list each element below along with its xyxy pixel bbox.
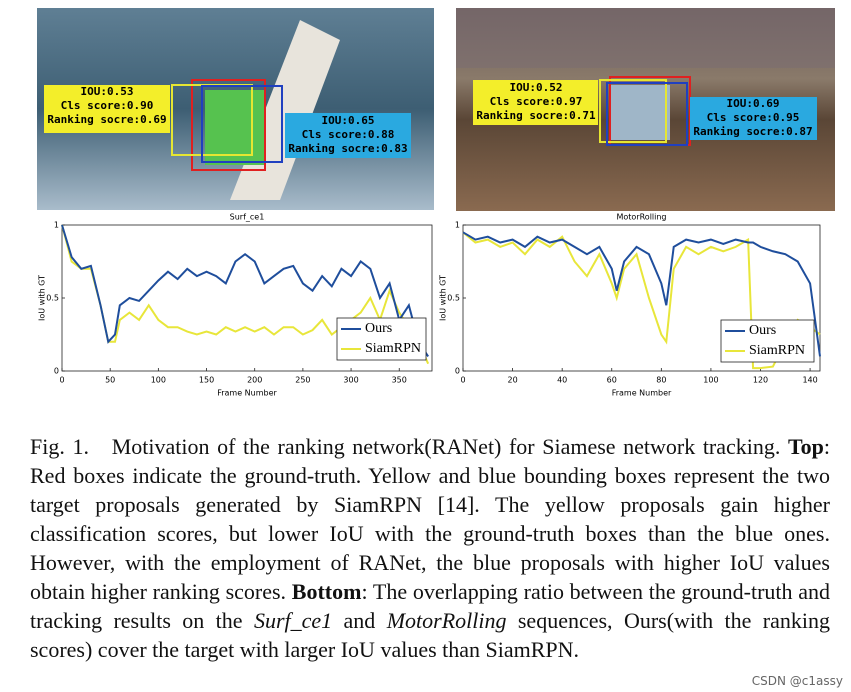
watermark: CSDN @c1assy [751, 674, 843, 688]
x-tick-label: 300 [343, 376, 358, 385]
x-axis-label: Frame Number [217, 389, 277, 398]
annotation-text: Ranking socre:0.69 [47, 113, 166, 126]
series-line [61, 224, 430, 365]
y-axis-label: IoU with GT [439, 275, 448, 321]
sequence-name: MotorRolling [386, 608, 507, 633]
x-tick-label: 20 [507, 376, 517, 385]
yellow-box [599, 79, 667, 143]
annotation-text: Ranking socre:0.71 [476, 109, 596, 122]
series-line [462, 231, 821, 370]
y-tick-label: 0 [54, 367, 59, 376]
y-tick-label: 1 [54, 221, 59, 230]
blue-label [285, 113, 411, 158]
caption-text: and [343, 608, 376, 633]
x-tick-label: 50 [105, 376, 115, 385]
surfer [205, 90, 265, 165]
x-tick-label: 40 [557, 376, 567, 385]
annotation-text: Cls score:0.88 [302, 128, 395, 141]
yellow-label [44, 85, 170, 133]
blue-label [690, 97, 817, 140]
x-tick-label: 150 [199, 376, 214, 385]
x-tick-label: 60 [607, 376, 617, 385]
fig-label: Fig. 1. [30, 434, 89, 459]
x-tick-label: 80 [656, 376, 666, 385]
x-tick-label: 140 [802, 376, 817, 385]
series-line [61, 224, 429, 357]
x-axis-label: Frame Number [612, 389, 672, 398]
x-tick-label: 100 [151, 376, 166, 385]
x-tick-label: 200 [247, 376, 262, 385]
legend-label: SiamRPN [749, 343, 805, 358]
x-tick-label: 120 [753, 376, 768, 385]
chart-title: Surf_ce1 [230, 213, 265, 222]
y-tick-label: 0.5 [46, 294, 59, 303]
annotation-text: Cls score:0.97 [490, 95, 583, 108]
chart-title: MotorRolling [616, 213, 666, 222]
y-tick-label: 1 [455, 221, 460, 230]
series-line [462, 231, 821, 357]
legend-label: Ours [365, 321, 392, 336]
y-axis-label: IoU with GT [38, 275, 47, 321]
caption-text: Motivation of the ranking network(RANet)… [111, 434, 781, 459]
legend-box [720, 319, 815, 363]
blue-box [606, 82, 688, 146]
y-tick-label: 0 [455, 367, 460, 376]
x-tick-label: 100 [703, 376, 718, 385]
annotation-text: Cls score:0.90 [61, 99, 154, 112]
caption-text: sequences, Ours(with the ranking scores)… [30, 608, 831, 662]
x-tick-label: 350 [392, 376, 407, 385]
annotation-text: IOU:0.53 [81, 85, 134, 98]
caption-head: Bottom [291, 579, 362, 604]
sequence-name: Surf_ce1 [253, 608, 333, 633]
caption-text: : The overlapping ratio between the grou… [30, 579, 831, 633]
caption: Fig. 1. Motivation of the ranking networ… [30, 432, 830, 664]
annotation-text: Ranking socre:0.87 [693, 125, 812, 138]
legend-box [336, 317, 427, 361]
annotation-text: Ranking socre:0.83 [288, 142, 407, 155]
caption-head: Top [788, 434, 824, 459]
yellow-label [473, 80, 598, 125]
annotation-text: IOU:0.52 [510, 81, 563, 94]
x-tick-label: 0 [59, 376, 64, 385]
blue-box [201, 85, 283, 163]
x-tick-label: 0 [460, 376, 465, 385]
annotation-text: IOU:0.69 [727, 97, 780, 110]
crowd [456, 8, 835, 68]
y-tick-label: 0.5 [447, 294, 460, 303]
x-tick-label: 250 [295, 376, 310, 385]
legend-label: SiamRPN [365, 341, 421, 356]
gt-box [191, 79, 266, 171]
legend-label: Ours [749, 323, 776, 338]
caption-text: : Red boxes indicate the ground-truth. Y… [30, 434, 831, 604]
annotation-text: Cls score:0.95 [707, 111, 800, 124]
rider [610, 85, 670, 140]
annotation-text: IOU:0.65 [322, 114, 375, 127]
